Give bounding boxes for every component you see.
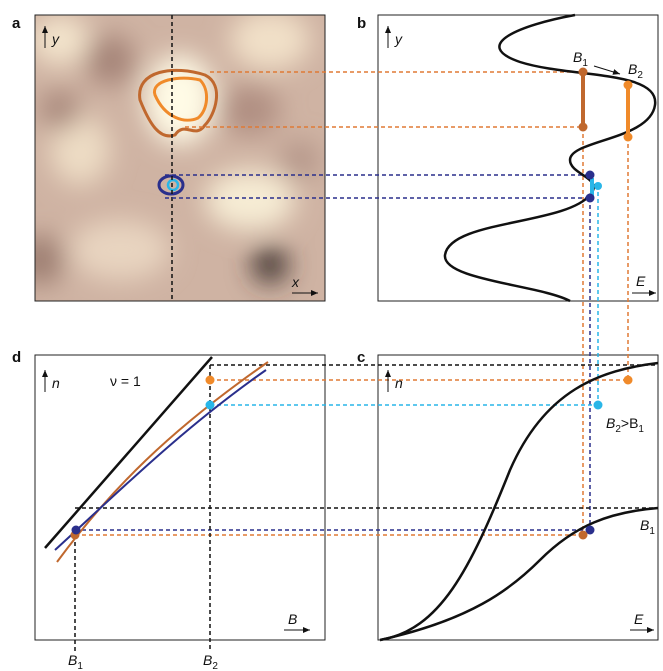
shape xyxy=(230,10,310,70)
panel-frame xyxy=(378,15,658,301)
label-part: >B xyxy=(621,415,639,431)
shape xyxy=(280,140,320,180)
b2-label: B2 xyxy=(628,61,643,81)
shape xyxy=(15,235,65,285)
shape xyxy=(40,90,80,130)
dot xyxy=(586,194,595,203)
density-curve-b1 xyxy=(380,508,658,640)
b2-axis-label: B2 xyxy=(203,652,218,671)
label-part: B xyxy=(203,652,212,668)
dot xyxy=(624,133,633,142)
nu-label: ν = 1 xyxy=(110,373,141,389)
axis-label: x xyxy=(291,274,300,290)
label-part: 1 xyxy=(649,526,655,537)
dot xyxy=(594,401,603,410)
shape xyxy=(30,15,90,65)
label-part: B xyxy=(640,517,649,533)
label-part: B xyxy=(573,49,582,65)
heatmap xyxy=(15,10,325,301)
energy-curve xyxy=(445,15,655,301)
axis-label: n xyxy=(52,375,60,391)
axis-label: E xyxy=(634,611,644,627)
label-part: B xyxy=(68,652,77,668)
b1-axis-label: B1 xyxy=(68,652,83,671)
panel-frame xyxy=(378,355,658,640)
b1-label: B1 xyxy=(573,49,588,69)
dot xyxy=(72,526,81,535)
dot xyxy=(579,531,588,540)
label-part: 1 xyxy=(77,661,83,671)
label-part: 1 xyxy=(638,424,644,435)
panel-label: b xyxy=(357,15,366,32)
axis-label: E xyxy=(636,273,646,289)
dot xyxy=(579,123,588,132)
label-part: B xyxy=(628,61,637,77)
panel-label: c xyxy=(357,349,365,366)
comparison-label: B2>B1 xyxy=(606,415,644,435)
axis-label: B xyxy=(288,611,297,627)
axis-label: y xyxy=(394,31,403,47)
dot xyxy=(594,182,602,190)
axis-label: n xyxy=(395,375,403,391)
shape xyxy=(70,220,170,280)
dot xyxy=(206,376,215,385)
dot xyxy=(624,376,633,385)
shape xyxy=(205,170,295,230)
panel-label: d xyxy=(12,349,21,366)
shape xyxy=(85,35,135,85)
label-part: 1 xyxy=(582,58,588,69)
label-part: B xyxy=(606,415,615,431)
axis-label: y xyxy=(51,31,60,47)
arrow xyxy=(594,66,620,74)
dot xyxy=(206,401,215,410)
label-part: 2 xyxy=(212,661,218,671)
panel-frame xyxy=(35,355,325,640)
dot xyxy=(586,171,595,180)
dot xyxy=(624,81,633,90)
figure: a b d c y x y E n E n B B1 B2 B2>B1 B1 ν… xyxy=(0,0,663,671)
panel-label: a xyxy=(12,15,21,32)
label-part: 2 xyxy=(637,70,643,81)
shape xyxy=(252,247,288,283)
b1-curve-label: B1 xyxy=(640,517,655,537)
